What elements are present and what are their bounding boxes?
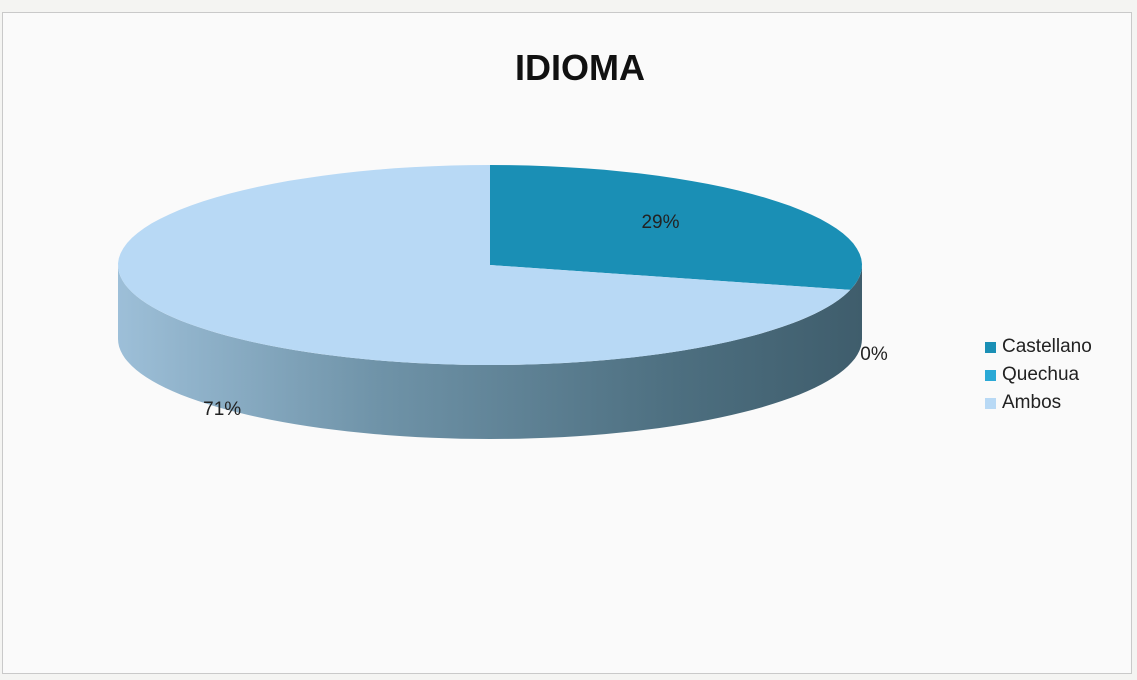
legend-swatch [985, 341, 996, 353]
pie-side-wall [118, 265, 862, 439]
data-label-ambos: 71% [203, 399, 241, 420]
legend-swatch [985, 397, 996, 409]
data-label-castellano: 29% [641, 212, 679, 233]
legend-label: Ambos [1002, 392, 1062, 413]
slice-castellano [490, 165, 862, 290]
slice-ambos [118, 165, 851, 365]
legend-label: Castellano [1002, 336, 1092, 357]
pie-data-labels: 29% 0% 71% [203, 212, 888, 420]
chart-title: IDIOMA [515, 47, 645, 88]
legend-label: Quechua [1002, 364, 1080, 385]
data-label-quechua: 0% [860, 344, 888, 365]
pie-side [118, 265, 862, 439]
legend: Castellano Quechua Ambos [985, 333, 1092, 417]
legend-item-castellano: Castellano [985, 333, 1092, 361]
legend-swatch [985, 369, 996, 381]
legend-item-quechua: Quechua [985, 361, 1092, 389]
legend-item-ambos: Ambos [985, 389, 1092, 417]
pie-slices [118, 165, 862, 365]
